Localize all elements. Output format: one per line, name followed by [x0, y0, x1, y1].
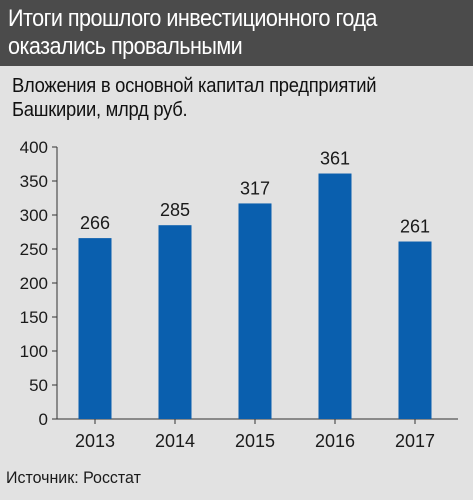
chart-subtitle: Вложения в основной капитал предприятий … [12, 75, 377, 121]
y-tick-label: 250 [20, 240, 48, 259]
source-note: Источник: Росстат [6, 468, 141, 487]
bar-2015 [238, 203, 272, 419]
bar-chart: 0 50 100 150 200 250 300 350 400 266 2013 285 2014 31… [20, 138, 458, 451]
data-label-2017: 261 [400, 217, 430, 237]
y-tick-label: 50 [29, 376, 48, 395]
data-label-2015: 317 [240, 178, 270, 198]
y-tick-label: 300 [20, 206, 48, 225]
bar-2014 [158, 225, 192, 419]
y-tick-label: 400 [20, 138, 48, 157]
data-label-2016: 361 [320, 149, 350, 169]
bar-2017 [398, 241, 432, 419]
y-tick-label: 100 [20, 342, 48, 361]
y-tick-label: 0 [39, 410, 48, 429]
bar-2016 [318, 173, 352, 419]
y-tick-label: 200 [20, 274, 48, 293]
x-tick-label-2015: 2015 [235, 431, 275, 451]
y-tick-label: 350 [20, 172, 48, 191]
header-banner: Итоги прошлого инвестиционного года оказ… [0, 0, 473, 66]
bar-2013 [78, 238, 112, 419]
y-tick-label: 150 [20, 308, 48, 327]
x-tick-label-2016: 2016 [315, 431, 355, 451]
data-label-2013: 266 [80, 213, 110, 233]
x-tick-label-2017: 2017 [395, 431, 435, 451]
x-tick-label-2014: 2014 [155, 431, 195, 451]
page-title: Итоги прошлого инвестиционного года оказ… [8, 5, 377, 60]
data-label-2014: 285 [160, 200, 190, 220]
x-tick-label-2013: 2013 [75, 431, 115, 451]
